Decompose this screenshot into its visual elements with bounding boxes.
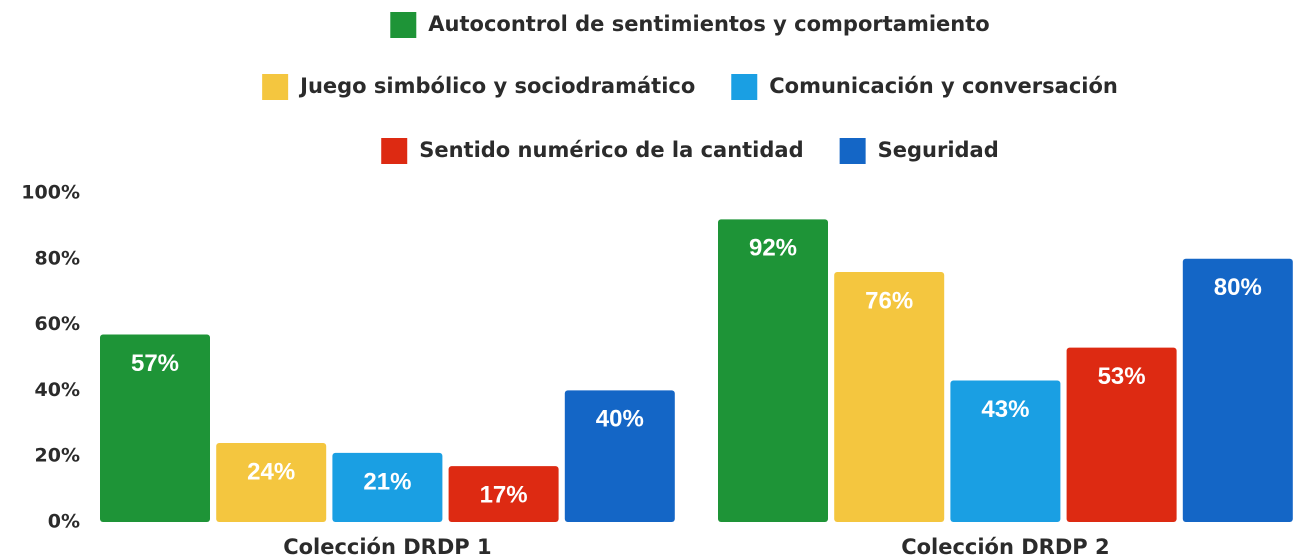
x-tick-label: Colección DRDP 1	[283, 535, 491, 559]
bar	[448, 466, 559, 522]
y-tick-label: 40%	[35, 379, 80, 401]
bar	[216, 443, 327, 522]
legend-label: Seguridad	[878, 138, 999, 162]
y-tick-label: 60%	[35, 313, 80, 335]
value-label: 76%	[865, 287, 913, 314]
legend-label: Autocontrol de sentimientos y comportami…	[428, 12, 989, 36]
bar	[100, 334, 210, 522]
value-label: 92%	[749, 235, 797, 262]
value-label: 43%	[981, 396, 1029, 423]
bar	[564, 390, 675, 522]
legend-label: Sentido numérico de la cantidad	[419, 138, 803, 162]
y-tick-label: 20%	[35, 445, 80, 467]
value-label: 57%	[131, 350, 179, 377]
value-label: 80%	[1214, 274, 1262, 301]
bar	[950, 380, 1061, 522]
legend-swatch	[262, 74, 289, 100]
x-tick-label: Colección DRDP 2	[901, 535, 1109, 559]
bar	[332, 452, 443, 522]
legend-swatch	[390, 12, 417, 38]
value-label: 40%	[596, 406, 644, 433]
value-label: 53%	[1098, 363, 1146, 390]
bar	[718, 219, 828, 522]
legend-label: Comunicación y conversación	[769, 74, 1118, 98]
legend-label: Juego simbólico y sociodramático	[298, 74, 695, 98]
value-label: 24%	[247, 458, 295, 485]
y-tick-label: 80%	[35, 247, 80, 269]
bar	[1182, 258, 1293, 522]
legend-swatch	[839, 138, 866, 164]
y-tick-label: 0%	[48, 511, 80, 533]
y-tick-label: 100%	[21, 182, 80, 204]
value-label: 21%	[363, 468, 411, 495]
legend-swatch	[731, 74, 758, 100]
bar	[834, 271, 945, 522]
bar	[1066, 347, 1177, 522]
legend-swatch	[381, 138, 408, 164]
value-label: 17%	[480, 481, 528, 508]
